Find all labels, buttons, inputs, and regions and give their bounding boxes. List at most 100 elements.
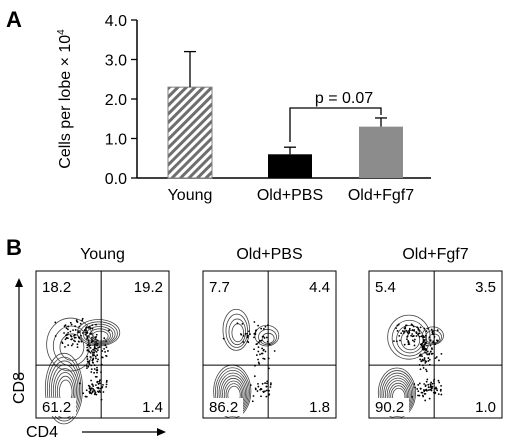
event-dot — [395, 327, 397, 330]
event-dot — [266, 382, 268, 385]
event-dot — [273, 350, 276, 352]
event-dot — [108, 329, 110, 332]
event-dot — [94, 349, 96, 352]
event-dot — [103, 347, 105, 350]
event-dot — [71, 338, 74, 340]
contour-line — [215, 367, 250, 417]
event-dot — [425, 342, 428, 344]
event-dot — [421, 343, 423, 345]
quadrant-label-bg — [129, 398, 165, 416]
y-tick-label: 3.0 — [105, 53, 127, 70]
event-dot — [414, 386, 416, 389]
event-dot — [259, 353, 261, 356]
flow-plot-frame — [368, 270, 503, 419]
event-dot — [257, 385, 260, 388]
quadrant-upper-right: 3.5 — [475, 279, 496, 296]
event-dot — [97, 382, 100, 385]
event-dot — [99, 382, 102, 385]
flow-plots: Young 18.2 19.2 61.2 1.4 Old+PBS 7.7 4.4 86.2 1.8… — [35, 246, 503, 425]
quadrant-label-bg — [462, 278, 498, 296]
event-dot — [69, 330, 72, 333]
event-dot — [398, 335, 401, 337]
flow-plot-1: Young 18.2 19.2 61.2 1.4 — [35, 246, 170, 425]
event-dot — [76, 343, 79, 346]
event-dot — [437, 393, 440, 396]
event-dot — [97, 390, 99, 393]
event-dot — [78, 337, 81, 339]
flow-plot-title: Old+Fgf7 — [402, 246, 468, 263]
quadrant-lower-right: 1.0 — [475, 399, 496, 416]
event-dot — [65, 333, 68, 336]
event-dot — [416, 326, 419, 328]
event-dot — [261, 335, 264, 338]
event-dot — [85, 327, 87, 330]
event-dot — [90, 371, 93, 373]
panel-b-label: B — [6, 235, 22, 260]
event-dot — [84, 395, 87, 398]
event-dot — [403, 332, 405, 334]
quadrant-label-bg — [296, 278, 332, 296]
event-dot — [90, 341, 93, 343]
event-dot — [88, 325, 91, 328]
event-dot — [425, 352, 428, 354]
event-dot — [258, 362, 261, 365]
quadrant-upper-left: 5.4 — [375, 279, 396, 296]
event-dot — [67, 331, 70, 334]
contour-line — [421, 326, 444, 345]
event-dot — [427, 357, 430, 360]
event-dot — [71, 343, 74, 345]
event-dot — [435, 386, 437, 389]
event-dot — [249, 384, 252, 387]
event-dot — [257, 350, 260, 353]
x-tick-label: Young — [168, 187, 213, 204]
event-dot — [259, 339, 261, 342]
bar-chart: 0.0 1.0 2.0 3.0 4.0 Young Old+PBS Old+Fgf7 Cel… — [56, 13, 431, 204]
event-dot — [93, 351, 96, 354]
y-axis: 0.0 1.0 2.0 3.0 4.0 — [105, 13, 138, 188]
event-dot — [395, 340, 398, 343]
event-dot — [96, 339, 99, 342]
event-dot — [256, 390, 259, 392]
event-dot — [92, 340, 95, 343]
event-dot — [427, 383, 430, 386]
event-dot — [95, 375, 98, 378]
contour-line — [91, 330, 109, 342]
event-dot — [94, 392, 97, 394]
y-tick-label: 1.0 — [105, 132, 127, 149]
contour-line — [76, 319, 121, 347]
event-dot — [262, 391, 265, 394]
event-dot — [415, 335, 418, 337]
event-dot — [90, 337, 93, 339]
event-dot — [426, 344, 428, 347]
event-dot — [424, 361, 427, 364]
event-dot — [81, 317, 84, 320]
event-dot — [72, 329, 74, 332]
event-dot — [430, 328, 433, 331]
event-dot — [264, 382, 266, 384]
event-dot — [257, 382, 259, 385]
quadrant-label-bg — [207, 278, 243, 296]
bar-young — [167, 86, 213, 179]
event-dot — [401, 330, 404, 332]
event-dot — [96, 360, 99, 363]
event-dot — [95, 338, 97, 341]
event-dot — [107, 350, 109, 352]
event-dot — [75, 319, 78, 322]
event-dot — [422, 367, 425, 369]
event-dot — [431, 332, 434, 335]
quadrant-upper-left: 18.2 — [42, 279, 71, 296]
event-dot — [76, 321, 79, 323]
event-dot — [241, 322, 244, 325]
contour-line — [231, 323, 244, 343]
event-dot — [424, 339, 426, 341]
event-dot — [421, 346, 424, 349]
event-dot — [430, 387, 433, 390]
event-dot — [425, 368, 427, 371]
event-dot — [95, 393, 98, 396]
event-dots — [54, 317, 110, 401]
bar-old-pbs — [268, 154, 312, 178]
contour-line — [88, 328, 111, 343]
quadrant-lower-left: 90.2 — [375, 399, 404, 416]
event-dot — [247, 341, 250, 344]
